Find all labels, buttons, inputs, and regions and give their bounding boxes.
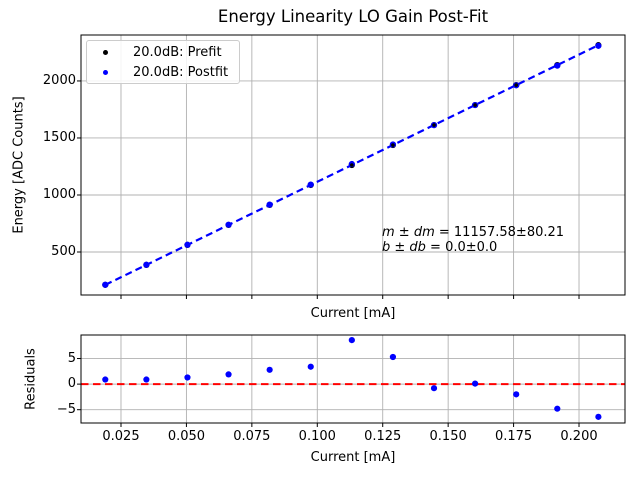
residual-point [513,391,520,398]
data-point-prefit-peek [432,123,436,127]
fit-annotation-slope: m ± dm = 11157.58±80.21 [382,225,565,240]
residual-point [266,366,273,373]
postfit-marker-icon [103,69,108,75]
residual-point [595,413,602,420]
residuals-y-tick-label: 0 [67,376,76,392]
main-y-tick-label: 1000 [42,186,76,202]
data-point-prefit-peek [391,143,395,147]
fit-annotation: m ± dm = 11157.58±80.21 b ± db = 0.0±0.0 [382,225,565,255]
prefit-marker-icon [103,49,108,55]
legend-item-postfit: 20.0dB: Postfit [87,64,239,81]
legend-label-prefit: 20.0dB: Prefit [133,44,222,60]
residuals-x-tick-label: 0.200 [560,429,598,444]
main-axes-border [80,34,626,296]
legend: 20.0dB: Prefit 20.0dB: Postfit [86,40,240,84]
residuals-y-tick-label: −5 [56,401,76,417]
residual-point [472,380,479,387]
residuals-x-tick-label: 0.100 [298,429,336,444]
residual-point [307,363,314,370]
main-x-axis-label: Current [mA] [310,306,396,321]
residual-point [348,337,355,344]
data-point-postfit [595,42,602,49]
data-point-prefit-peek [514,83,518,87]
data-point-prefit-peek [350,163,354,167]
legend-item-prefit: 20.0dB: Prefit [87,44,239,61]
residual-point [184,374,191,381]
residuals-x-tick-label: 0.075 [233,429,271,444]
main-y-tick-label: 1500 [42,129,76,145]
fit-annotation-intercept: b ± db = 0.0±0.0 [382,239,498,255]
residuals-x-tick-label: 0.125 [364,429,402,444]
residual-point [102,376,109,383]
residual-point [554,405,561,412]
main-y-axis-label: Energy [ADC Counts] [11,96,27,234]
residuals-x-tick-label: 0.050 [167,429,206,444]
residual-point [389,353,397,361]
residuals-y-tick-label: 5 [67,350,76,366]
residuals-x-tick-label: 0.175 [494,429,533,444]
residuals-axes-border [80,334,626,424]
residual-point [225,371,232,378]
residual-point [143,376,150,383]
residuals-x-tick-label: 0.150 [429,429,467,444]
main-y-tick-label: 2000 [42,72,76,88]
residuals-x-axis-label: Current [mA] [310,450,396,465]
main-y-tick-label: 500 [51,244,76,259]
residuals-x-tick-label: 0.025 [102,429,140,444]
data-point-prefit-peek [473,103,477,107]
residual-point [430,385,438,392]
residuals-y-axis-label: Residuals [23,348,39,410]
chart-title: Energy Linearity LO Gain Post-Fit [217,7,489,26]
legend-label-postfit: 20.0dB: Postfit [133,64,229,80]
